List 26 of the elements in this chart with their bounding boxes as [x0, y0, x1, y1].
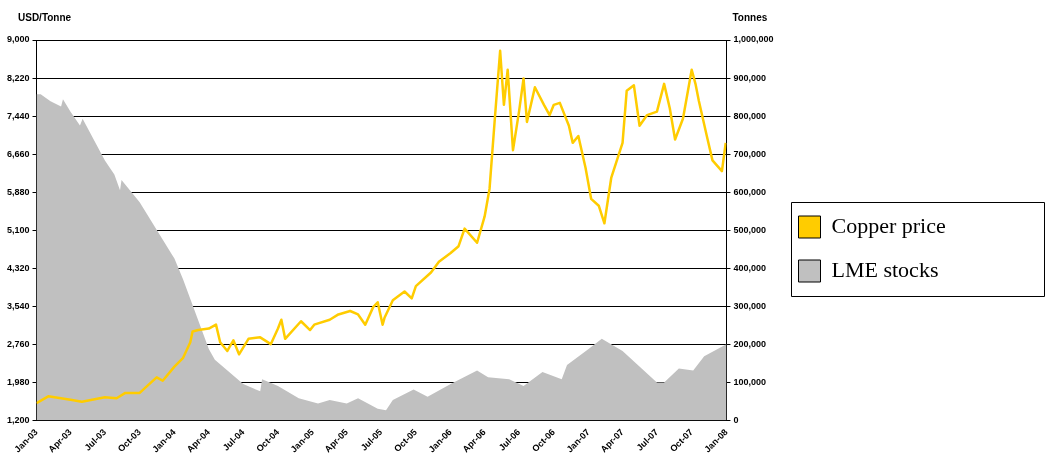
y-tick-label: 8,220: [6, 72, 30, 83]
y-tick-label: 5,880: [6, 186, 30, 197]
y-tick-label: 4,320: [6, 262, 30, 273]
y2-axis-title: Tonnes: [732, 11, 768, 23]
y2-tick-label: 0: [733, 414, 739, 425]
y2-tick-label: 800,000: [733, 110, 767, 121]
y2-tick-label: 500,000: [733, 224, 767, 235]
y2-tick-label: 600,000: [733, 186, 767, 197]
y2-tick-label: 200,000: [733, 338, 767, 349]
legend-label: Copper price: [831, 212, 946, 238]
y2-tick-label: 400,000: [733, 262, 767, 273]
y2-tick-label: 300,000: [733, 300, 767, 311]
y-axis-title: USD/Tonne: [18, 11, 72, 23]
y-tick-label: 3,540: [6, 300, 30, 311]
y-tick-label: 7,440: [6, 110, 30, 121]
y-tick-label: 2,760: [6, 338, 30, 349]
y2-tick-label: 100,000: [733, 376, 767, 387]
y-tick-label: 6,660: [6, 148, 30, 159]
y2-tick-label: 1,000,000: [733, 34, 774, 45]
y-tick-label: 9,000: [6, 34, 30, 45]
y2-tick-label: 700,000: [733, 148, 767, 159]
y-tick-label: 1,200: [6, 414, 30, 425]
legend-label: LME stocks: [831, 256, 939, 282]
y2-tick-label: 900,000: [733, 72, 767, 83]
y-tick-label: 1,980: [6, 376, 30, 387]
y-tick-label: 5,100: [6, 224, 30, 235]
